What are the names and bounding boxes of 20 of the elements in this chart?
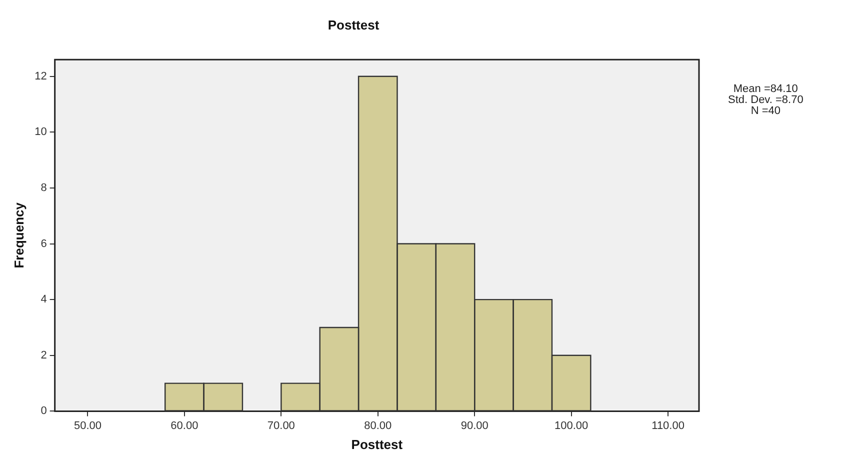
y-tick-label: 12 [34,70,47,82]
x-tick-label: 70.00 [267,420,295,432]
text: Mean =84.10 [732,83,799,95]
x-tick-label: 110.00 [652,420,684,432]
x-tick-label: 90.00 [460,420,488,432]
chart-title: Posttest [328,17,380,32]
text: N =40 [750,105,782,117]
x-tick-label: 50.00 [74,420,102,432]
x-tick-label: 80.00 [364,420,392,432]
x-tick-label: 100.00 [554,420,588,432]
y-tick-label: 6 [40,238,47,250]
y-tick-label: 2 [40,349,47,362]
text: Std. Dev. =8.70 [728,94,804,106]
y-axis-title: Frequency [11,202,26,268]
y-tick-label: 10 [34,126,47,138]
y-tick-label: 0 [40,405,47,418]
y-tick-label: 4 [40,294,47,306]
y-tick-label: 8 [40,182,47,194]
x-axis-title: Posttest [351,436,404,452]
x-tick-label: 60.00 [170,420,198,432]
